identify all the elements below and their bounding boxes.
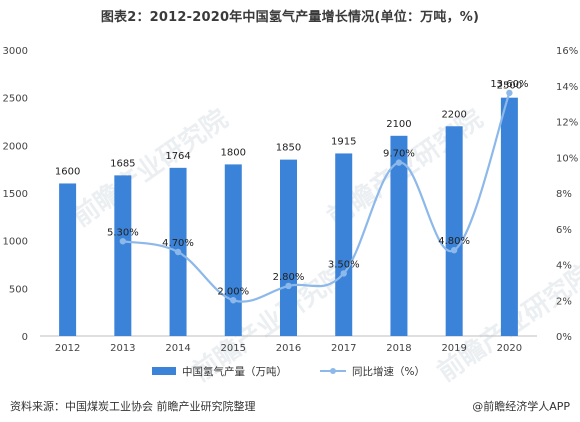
y-left-tick-label: 1000 xyxy=(3,237,28,248)
bar xyxy=(114,175,132,336)
x-tick-label: 2012 xyxy=(55,343,80,354)
growth-value-label: 3.50% xyxy=(328,259,360,270)
bar-value-label: 1800 xyxy=(221,147,246,158)
bar-value-label: 1600 xyxy=(55,166,80,177)
y-left-tick-label: 3000 xyxy=(3,46,28,57)
bars: 1600 1685 1764 1800 1850 1915 2100 2200 2500 xyxy=(55,81,522,337)
growth-point xyxy=(450,247,458,254)
growth-value-label: 5.30% xyxy=(107,227,139,238)
y-right-tick-label: 16% xyxy=(556,46,578,57)
legend-line-label: 同比增速（%） xyxy=(352,365,425,378)
growth-value-label: 9.70% xyxy=(383,149,415,160)
bar-value-label: 2200 xyxy=(441,109,466,120)
x-tick-label: 2016 xyxy=(276,343,301,354)
bar xyxy=(59,183,77,336)
bar-value-label: 1685 xyxy=(110,158,135,169)
growth-value-label: 2.80% xyxy=(273,272,305,283)
bar-value-label: 1764 xyxy=(165,151,190,162)
growth-value-label: 2.00% xyxy=(217,286,249,297)
credit-note: @前瞻经济学人APP xyxy=(472,400,570,413)
x-tick-label: 2017 xyxy=(331,343,356,354)
bar-value-label: 1850 xyxy=(276,143,301,154)
growth-point xyxy=(285,282,292,290)
y-right-tick-label: 10% xyxy=(556,153,578,164)
y-right-tick-label: 14% xyxy=(556,82,578,93)
bar-value-label: 1915 xyxy=(331,136,356,147)
x-tick-label: 2019 xyxy=(441,343,466,354)
growth-line: 5.30% 4.70% 2.00% 2.80% 3.50% 9.70% 4.80% 13.60… xyxy=(107,79,528,304)
x-tick-label: 2020 xyxy=(497,343,522,354)
bar xyxy=(280,159,297,336)
bar xyxy=(390,135,408,336)
growth-point xyxy=(230,297,237,304)
y-left-tick-label: 2000 xyxy=(3,141,28,152)
legend-bar-label: 中国氢气产量（万吨） xyxy=(182,365,287,378)
y-right-tick-label: 6% xyxy=(556,225,572,236)
x-tick-label: 2018 xyxy=(386,343,411,354)
legend-line-marker xyxy=(330,368,336,374)
legend-bar-swatch xyxy=(152,367,176,375)
y-right-tick-label: 0% xyxy=(556,332,572,343)
y-left-tick-label: 2500 xyxy=(3,94,28,105)
bar xyxy=(500,97,518,337)
growth-value-label: 13.60% xyxy=(490,79,528,90)
bar xyxy=(224,164,242,336)
y-right-tick-label: 12% xyxy=(556,118,578,129)
y-right-tick-label: 8% xyxy=(556,189,572,200)
growth-point xyxy=(119,238,127,245)
y-left-tick-label: 1500 xyxy=(3,189,28,200)
bar xyxy=(335,153,353,336)
growth-value-label: 4.80% xyxy=(438,236,470,247)
legend: 中国氢气产量（万吨） 同比增速（%） xyxy=(152,365,425,378)
y-right-tick-label: 4% xyxy=(556,261,572,272)
y-right-tick-label: 2% xyxy=(556,296,572,307)
x-tick-label: 2015 xyxy=(221,343,246,354)
bar-value-label: 2100 xyxy=(386,119,411,130)
x-tick-label: 2014 xyxy=(165,343,190,354)
y-left-tick-label: 0 xyxy=(22,332,28,343)
watermark-text: 前瞻产业研究院 xyxy=(67,103,234,233)
chart-title: 图表2：2012-2020年中国氢气产量增长情况(单位：万吨，%) xyxy=(100,10,480,25)
source-note: 资料来源：中国煤炭工业协会 前瞻产业研究院整理 xyxy=(10,400,256,413)
bar xyxy=(445,126,463,337)
growth-point xyxy=(506,89,513,97)
bar-value-label: 2500 xyxy=(497,81,522,92)
y-left-tick-label: 500 xyxy=(9,284,28,295)
x-tick-label: 2013 xyxy=(110,343,135,354)
growth-point xyxy=(174,248,182,256)
growth-point xyxy=(395,159,403,166)
growth-value-label: 4.70% xyxy=(162,238,194,249)
growth-point xyxy=(340,270,347,277)
